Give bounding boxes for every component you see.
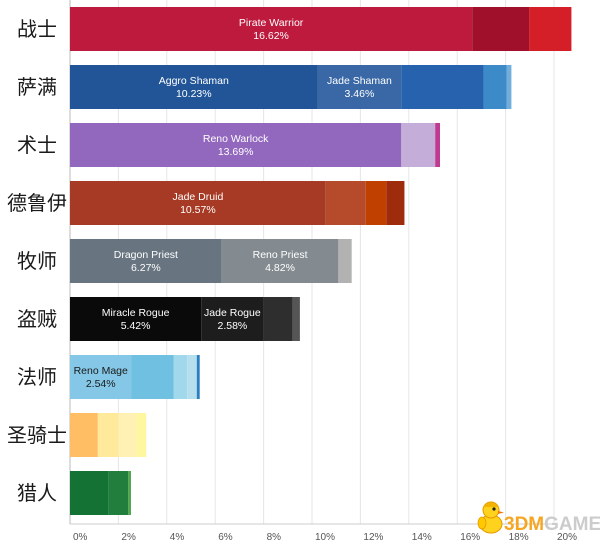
bar-segment bbox=[338, 239, 352, 283]
bar-segment bbox=[70, 355, 132, 399]
x-tick-label: 20% bbox=[557, 532, 577, 543]
x-tick-label: 0% bbox=[73, 532, 88, 543]
segment-value: 3.46% bbox=[345, 88, 375, 100]
bar-segment bbox=[173, 355, 188, 399]
segment-value: 2.54% bbox=[86, 378, 116, 390]
segment-value: 5.42% bbox=[121, 320, 151, 332]
segment-label: Dragon Priest bbox=[114, 249, 178, 261]
bar-segment bbox=[70, 297, 202, 341]
x-tick-label: 14% bbox=[412, 532, 432, 543]
bar-segment bbox=[97, 413, 119, 457]
watermark: 3DMGAME bbox=[477, 501, 600, 535]
x-tick-label: 6% bbox=[218, 532, 233, 543]
category-label: 德鲁伊 bbox=[7, 192, 67, 215]
segment-label: Miracle Rogue bbox=[102, 307, 170, 319]
bar-segment bbox=[118, 413, 137, 457]
bar-segment bbox=[70, 239, 222, 283]
category-label: 法师 bbox=[17, 366, 57, 389]
bar-segment bbox=[136, 413, 147, 457]
bar-segment bbox=[108, 471, 129, 515]
segment-value: 4.82% bbox=[265, 262, 295, 274]
category-label: 猎人 bbox=[17, 482, 57, 505]
bar-segment bbox=[70, 181, 326, 225]
segment-label: Reno Warlock bbox=[203, 133, 269, 145]
bar-segment bbox=[128, 471, 131, 515]
x-tick-label: 4% bbox=[170, 532, 185, 543]
segment-value: 2.58% bbox=[217, 320, 247, 332]
bar-segment bbox=[529, 7, 572, 51]
bar-segment bbox=[401, 123, 436, 167]
bar-segment bbox=[472, 7, 530, 51]
segment-value: 10.23% bbox=[176, 88, 212, 100]
bar-segment bbox=[70, 413, 98, 457]
category-label: 牧师 bbox=[17, 250, 57, 273]
bar-segment bbox=[221, 239, 339, 283]
category-label: 术士 bbox=[17, 134, 57, 157]
bar-segment bbox=[131, 355, 174, 399]
bar-segment bbox=[70, 65, 318, 109]
bar-segment bbox=[386, 181, 405, 225]
segment-label: Aggro Shaman bbox=[159, 75, 229, 87]
segment-value: 16.62% bbox=[253, 30, 289, 42]
bar-segment bbox=[201, 297, 264, 341]
category-label: 战士 bbox=[17, 18, 57, 41]
category-label: 萨满 bbox=[17, 76, 57, 99]
segment-value: 13.69% bbox=[218, 146, 254, 158]
chick-mascot-icon bbox=[477, 501, 504, 534]
bar-segment bbox=[483, 65, 507, 109]
bar-segment bbox=[435, 123, 441, 167]
watermark-suffix: GAME bbox=[544, 514, 600, 535]
category-label: 盗贼 bbox=[17, 308, 57, 331]
bar-segment bbox=[263, 297, 293, 341]
x-tick-label: 18% bbox=[509, 532, 529, 543]
bar-segment bbox=[70, 123, 402, 167]
bar-segment bbox=[506, 65, 512, 109]
bar-segment bbox=[317, 65, 402, 109]
bar-segment bbox=[70, 7, 473, 51]
bar-segment bbox=[187, 355, 197, 399]
bar-segment bbox=[365, 181, 387, 225]
watermark-prefix: 3DM bbox=[504, 514, 544, 535]
bar-segment bbox=[196, 355, 200, 399]
x-tick-label: 2% bbox=[121, 532, 136, 543]
x-tick-label: 10% bbox=[315, 532, 335, 543]
segment-value: 10.57% bbox=[180, 204, 216, 216]
segment-value: 6.27% bbox=[131, 262, 161, 274]
segment-label: Pirate Warrior bbox=[239, 17, 304, 29]
category-label: 圣骑士 bbox=[7, 424, 67, 447]
watermark-logo: 3DMGAME bbox=[504, 514, 600, 535]
bar-segment bbox=[325, 181, 366, 225]
bar-segment bbox=[401, 65, 484, 109]
bar-segment bbox=[292, 297, 300, 341]
x-tick-label: 16% bbox=[460, 532, 480, 543]
bar-segment bbox=[70, 471, 109, 515]
segment-label: Jade Rogue bbox=[204, 307, 261, 319]
x-axis-ticks: 0% 2% 4% 6% 8% 10% 12% 14% 16% 18% 20% bbox=[73, 532, 577, 543]
segment-label: Jade Druid bbox=[173, 191, 224, 203]
segment-label: Jade Shaman bbox=[327, 75, 392, 87]
x-tick-label: 12% bbox=[363, 532, 383, 543]
x-tick-label: 8% bbox=[267, 532, 282, 543]
segment-label: Reno Priest bbox=[253, 249, 308, 261]
segment-label: Reno Mage bbox=[74, 365, 128, 377]
